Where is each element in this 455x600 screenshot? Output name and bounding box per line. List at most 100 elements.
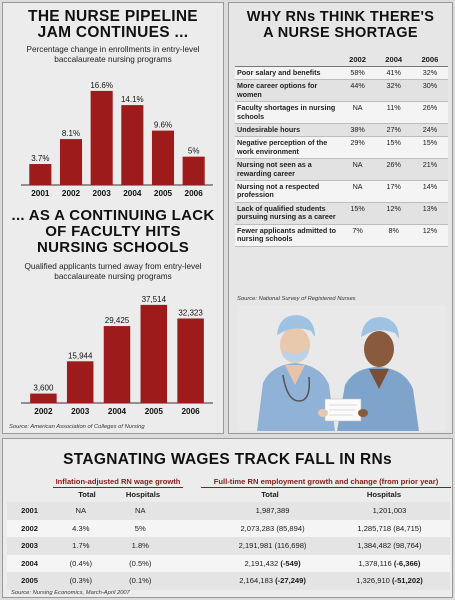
- x-tick-label: 2005: [145, 407, 164, 416]
- wages-cell-year: 2005: [7, 572, 53, 590]
- wages-cell-wage-total: 4.3%: [52, 519, 110, 537]
- shortage-value: 29%: [339, 136, 376, 160]
- shortage-col-header: 2002: [339, 53, 376, 67]
- shortage-row: Fewer applicants admitted to nursing sch…: [235, 224, 448, 247]
- x-tick-label: 2003: [71, 407, 90, 416]
- shortage-value: 15%: [375, 136, 412, 160]
- shortage-value: 15%: [411, 136, 448, 160]
- faculty-title-line2: OF FACULTY HITS: [45, 223, 181, 240]
- x-tick-label: 2002: [34, 407, 53, 416]
- bar-value-label: 3.7%: [31, 154, 49, 163]
- faculty-title-line3: NURSING SCHOOLS: [36, 239, 189, 256]
- wages-cell-emp-hospitals: 1,285,718 (84,715): [328, 519, 450, 537]
- wages-row: 2003 1.7% 1.8% 2,191,981 (116,698) 1,384,482…: [7, 537, 450, 555]
- wages-row: 2004 (0.4%) (0.5%) 2,191,432 (-549) 1,378,11…: [7, 554, 450, 572]
- shortage-value: 12%: [375, 202, 412, 225]
- shortage-row: Faculty shortages in nursing schools NA 11…: [235, 101, 448, 125]
- shortage-row: Nursing not seen as a rewarding career NA…: [235, 158, 448, 182]
- enrollment-title-line2: JAM CONTINUES ...: [37, 24, 189, 41]
- x-tick-label: 2005: [154, 189, 173, 198]
- shortage-title: WHY RNs THINK THERE'S A NURSE SHORTAGE: [229, 9, 452, 41]
- wages-row: 2002 4.3% 5% 2,073,283 (85,894) 1,285,718 (8…: [7, 519, 450, 537]
- shortage-title-line1: WHY RNs THINK THERE'S: [246, 9, 435, 25]
- shortage-reason: Nursing not seen as a rewarding career: [235, 158, 340, 182]
- faculty-subtitle-line2: baccalaureate nursing programs: [54, 272, 172, 281]
- wages-cell-emp-hospitals: 1,384,482 (98,764): [328, 537, 450, 555]
- wages-row: 2001 NA NA 1,987,389 1,201,003: [7, 502, 450, 520]
- wages-cell-emp-hospitals: 1,326,910 (-51,202): [328, 572, 450, 590]
- shortage-reason: More career options for women: [235, 79, 340, 103]
- wages-negative-change: (-549): [280, 558, 301, 568]
- bar-2005: [140, 304, 168, 403]
- bar-value-label: 16.6%: [90, 81, 113, 90]
- bar-2004: [103, 326, 131, 403]
- wages-number: 2,191,432: [244, 558, 281, 568]
- bar-value-label: 9.6%: [154, 121, 172, 130]
- bar-2006: [182, 156, 205, 185]
- shortage-row: More career options for women 44% 32% 30%: [235, 79, 448, 103]
- wages-cell-wage-hospitals: NA: [109, 502, 172, 520]
- shortage-reason: Faculty shortages in nursing schools: [235, 101, 340, 125]
- bar-value-label: 5%: [188, 147, 200, 156]
- bar-2002: [30, 393, 57, 403]
- wage-hospitals-header: Hospitals: [125, 490, 161, 499]
- employment-growth-heading: Full-time RN employment growth and chang…: [213, 477, 439, 486]
- wages-number: 2,164,183: [239, 576, 276, 586]
- wages-cell-year: 2002: [7, 519, 53, 537]
- shortage-row: Nursing not a respected profession NA 17% 1…: [235, 180, 448, 203]
- nurses-photo: [237, 305, 446, 431]
- shortage-col-header: 2004: [375, 53, 412, 67]
- source-right: Source: National Survey of Registered Nu…: [237, 296, 356, 302]
- faculty-title: ... AS A CONTINUING LACK OF FACULTY HITS…: [3, 208, 223, 256]
- x-tick-label: 2001: [31, 189, 50, 198]
- x-tick-label: 2003: [93, 189, 112, 198]
- shortage-value: NA: [339, 180, 376, 203]
- bar-2006: [177, 318, 204, 403]
- applicants-bar-chart: 3,600 2002 15,944 2003 29,425 2004 37,514 2005 3…: [21, 295, 213, 416]
- enrollment-title: THE NURSE PIPELINE JAM CONTINUES ...: [3, 9, 223, 41]
- wages-cell-year: 2003: [7, 537, 53, 555]
- enrollment-subtitle-line1: Percentage change in enrollments in entr…: [26, 45, 200, 54]
- shortage-value: 58%: [339, 66, 376, 81]
- shortage-value: 41%: [375, 66, 412, 81]
- bar-2003: [66, 361, 94, 403]
- shortage-value: 12%: [411, 224, 448, 247]
- shortage-value: 27%: [375, 123, 412, 138]
- wage-heading-rule: [53, 487, 183, 488]
- wages-negative-change: (-27,249): [275, 576, 306, 586]
- shortage-value: 7%: [339, 224, 376, 247]
- wages-cell-emp-total: 1,987,389: [216, 502, 329, 520]
- shortage-title-line2: A NURSE SHORTAGE: [263, 25, 418, 41]
- bar-2003: [90, 90, 113, 185]
- shortage-value: 21%: [411, 158, 448, 182]
- wages-cell-wage-total: (0.3%): [52, 572, 110, 590]
- enrollment-panel: THE NURSE PIPELINE JAM CONTINUES ... Per…: [2, 2, 224, 434]
- wages-row: 2005 (0.3%) (0.1%) 2,164,183 (-27,249) 1,326…: [7, 572, 450, 590]
- shortage-value: 14%: [411, 180, 448, 203]
- bar-value-label: 29,425: [105, 316, 130, 325]
- x-tick-label: 2004: [108, 407, 127, 416]
- shortage-value: 26%: [411, 101, 448, 125]
- bar-2004: [121, 105, 144, 185]
- shortage-value: 13%: [411, 202, 448, 225]
- wages-cell-emp-total: 2,191,432 (-549): [216, 554, 329, 572]
- bar-value-label: 3,600: [33, 384, 54, 393]
- source-left: Source: American Association of Colleges…: [9, 424, 145, 430]
- wages-cell-wage-hospitals: 5%: [109, 519, 172, 537]
- bar-value-label: 8.1%: [62, 129, 80, 138]
- wages-panel: STAGNATING WAGES TRACK FALL IN RNs Infla…: [2, 438, 453, 598]
- wage-total-header: Total: [78, 490, 96, 499]
- shortage-row: Lack of qualified students pursuing nurs…: [235, 202, 448, 225]
- wages-cell-emp-total: 2,073,283 (85,894): [216, 519, 329, 537]
- shortage-value: 44%: [339, 79, 376, 103]
- shortage-reason: Undesirable hours: [235, 123, 340, 138]
- shortage-value: 24%: [411, 123, 448, 138]
- wages-cell-emp-total: 2,164,183 (-27,249): [216, 572, 329, 590]
- wages-cell-year: 2001: [7, 502, 53, 520]
- wages-cell-wage-total: (0.4%): [52, 554, 110, 572]
- wages-cell-wage-total: 1.7%: [52, 537, 110, 555]
- wages-number: 1,326,910: [356, 576, 393, 586]
- wages-cell-wage-hospitals: (0.5%): [109, 554, 172, 572]
- shortage-value: 8%: [375, 224, 412, 247]
- wages-cell-year: 2004: [7, 554, 53, 572]
